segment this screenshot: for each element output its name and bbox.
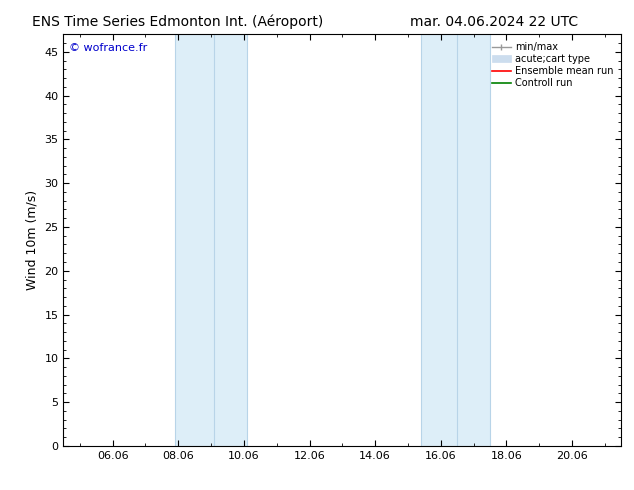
Text: © wofrance.fr: © wofrance.fr bbox=[69, 43, 147, 52]
Bar bbox=[421, 34, 457, 446]
Bar bbox=[175, 34, 214, 446]
Y-axis label: Wind 10m (m/s): Wind 10m (m/s) bbox=[26, 190, 39, 290]
Text: ENS Time Series Edmonton Int. (Aéroport): ENS Time Series Edmonton Int. (Aéroport) bbox=[32, 15, 323, 29]
Legend: min/max, acute;cart type, Ensemble mean run, Controll run: min/max, acute;cart type, Ensemble mean … bbox=[489, 39, 616, 91]
Bar bbox=[457, 34, 490, 446]
Text: mar. 04.06.2024 22 UTC: mar. 04.06.2024 22 UTC bbox=[410, 15, 579, 29]
Bar bbox=[214, 34, 247, 446]
